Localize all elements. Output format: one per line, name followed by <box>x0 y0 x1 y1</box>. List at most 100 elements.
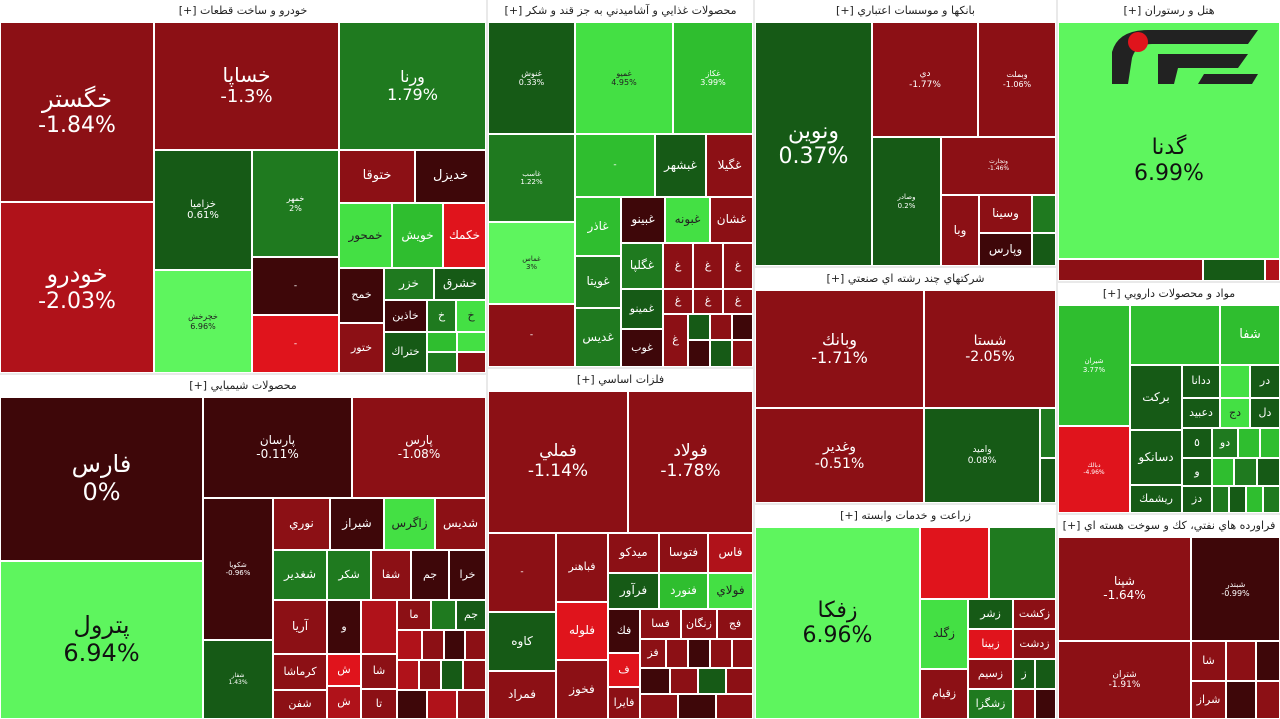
tile-ghoosh[interactable]: غنوش 0.33% <box>488 22 575 134</box>
tile-m3[interactable] <box>688 639 710 668</box>
tile-zz[interactable]: ز <box>1013 659 1035 689</box>
tile-m1[interactable]: - <box>488 533 556 612</box>
tile-c12[interactable] <box>463 660 486 690</box>
tile-ghshan[interactable]: غشان <box>710 197 753 243</box>
tile-faf[interactable]: ف <box>608 653 640 687</box>
tile-fars[interactable]: فارس 0% <box>0 397 203 561</box>
tile-gh8[interactable]: - <box>488 304 575 367</box>
tile-gh10[interactable] <box>688 314 710 340</box>
tile-gh9[interactable]: غ <box>663 314 688 367</box>
sector-title[interactable]: محصولات شيميايي [+] <box>0 375 486 398</box>
tile-kh5[interactable] <box>427 332 457 352</box>
tile-kh7[interactable] <box>427 352 457 373</box>
tile-c8[interactable] <box>465 630 486 660</box>
tile-p11[interactable] <box>1263 486 1280 513</box>
tile-zqiam[interactable]: زقيام <box>920 669 968 719</box>
tile-dj[interactable]: دج <box>1220 398 1250 428</box>
tile-khazar[interactable]: خزر <box>384 268 434 300</box>
tile-zagld[interactable]: زگلد <box>920 599 968 669</box>
sector-title[interactable]: فراورده هاي نفتي، كك و سوخت هسته اي [+] <box>1058 515 1280 538</box>
tile-p5[interactable] <box>1212 458 1234 486</box>
tile-ghabouneh[interactable]: غبونه <box>665 197 710 243</box>
tile-vamid[interactable]: واميد 0.08% <box>924 408 1040 503</box>
tile-c15[interactable] <box>457 690 486 719</box>
tile-a3[interactable] <box>1035 659 1056 689</box>
tile-do[interactable]: دو <box>1212 428 1238 458</box>
tile-fsa[interactable]: فسا <box>640 609 681 639</box>
tile-zsh[interactable]: زشگزا <box>968 689 1013 719</box>
tile-a5[interactable] <box>1035 689 1056 719</box>
tile-gh11[interactable] <box>710 314 732 340</box>
tile-mu1[interactable] <box>1040 408 1056 458</box>
tile-zkasht[interactable]: زكشت <box>1013 599 1056 629</box>
tile-varna[interactable]: ورنا 1.79% <box>339 22 486 150</box>
tile-khdizel[interactable]: خديزل <box>415 150 486 203</box>
sector-title[interactable]: محصولات غذايي و آشاميدني به جز قند و شكر… <box>488 0 753 23</box>
tile-dabid[interactable]: دعبيد <box>1182 398 1220 428</box>
tile-c6[interactable] <box>422 630 444 660</box>
tile-vou[interactable]: و <box>327 600 361 654</box>
tile-khadain[interactable]: خاذين <box>384 300 427 332</box>
tile-gh15[interactable] <box>732 340 753 367</box>
tile-shl[interactable]: ش <box>327 654 361 686</box>
tile-o1[interactable] <box>1226 641 1256 681</box>
tile-vpars[interactable]: وپارس <box>979 233 1032 266</box>
tile-shkor[interactable]: شكر <box>327 550 371 600</box>
tile-shafa[interactable]: شفا <box>1220 305 1280 365</box>
tile-h3[interactable] <box>1265 259 1280 281</box>
tile-vanovin[interactable]: ونوين 0.37% <box>755 22 872 266</box>
tile-m6[interactable] <box>640 668 670 694</box>
tile-p7[interactable] <box>1257 458 1280 486</box>
tile-c11[interactable] <box>441 660 463 690</box>
tile-ta[interactable]: تا <box>361 689 397 719</box>
tile-gh7[interactable]: غ <box>723 289 753 314</box>
tile-gh5[interactable]: غ <box>663 289 693 314</box>
tile-vsakhr[interactable]: وصادر 0.2% <box>872 137 941 266</box>
tile-jam[interactable]: جم <box>411 550 449 600</box>
tile-zangan[interactable]: زنگان <box>681 609 717 639</box>
tile-vtejarat[interactable]: وتجارت -1.46% <box>941 137 1056 195</box>
tile-dbar[interactable]: دبالك -4.96% <box>1058 426 1130 513</box>
tile-a4[interactable] <box>1013 689 1035 719</box>
tile-khtoga[interactable]: ختوقا <box>339 150 415 203</box>
tile-ghamas[interactable]: غماس 3% <box>488 222 575 304</box>
tile-fas[interactable]: فاس <box>708 533 753 573</box>
tile-shghadir[interactable]: شغدير <box>273 550 327 600</box>
tile-zdasht[interactable]: زدشت <box>1013 629 1056 659</box>
tile-khsapa[interactable]: خساپا -1.3% <box>154 22 339 150</box>
sector-title[interactable]: بانكها و موسسات اعتباري [+] <box>755 0 1056 23</box>
tile-gh14[interactable] <box>710 340 732 367</box>
tile-zagros[interactable]: زاگرس <box>384 498 435 550</box>
tile-ghaseb[interactable]: غاسب 1.22% <box>488 134 575 222</box>
sector-title[interactable]: مواد و محصولات دارويي [+] <box>1058 283 1280 306</box>
sector-title[interactable]: شركتهاي چند رشته اي صنعتي [+] <box>755 268 1056 291</box>
tile-faj[interactable]: فج <box>717 609 753 639</box>
tile-khamhor[interactable]: خمحور <box>339 203 392 268</box>
tile-a1[interactable] <box>920 527 989 599</box>
tile-khamah[interactable]: خمح <box>339 268 384 323</box>
tile-ghgila[interactable]: غگيلا <box>706 134 753 197</box>
tile-ghonita[interactable]: غويتا <box>575 256 621 308</box>
tile-v1[interactable] <box>1032 195 1056 233</box>
tile-ghmino[interactable]: غمينو <box>621 289 663 329</box>
tile-khegostar[interactable]: خگستر -1.84% <box>0 22 154 202</box>
tile-kh3[interactable]: خ <box>427 300 456 332</box>
tile-p1[interactable] <box>1130 305 1220 365</box>
tile-vday[interactable]: دي -1.77% <box>872 22 978 137</box>
tile-p3[interactable] <box>1238 428 1260 458</box>
tile-c13[interactable] <box>397 690 427 719</box>
tile-khakmak[interactable]: خكمك <box>443 203 486 268</box>
tile-m2[interactable] <box>666 639 688 668</box>
tile-ghgolpa[interactable]: غگلپا <box>621 243 663 289</box>
tile-h2[interactable] <box>1203 259 1265 281</box>
tile-shadis[interactable]: شديس <box>435 498 486 550</box>
tile-shafar[interactable]: شفار 1.43% <box>203 640 273 719</box>
tile-khavish[interactable]: خويش <box>392 203 443 268</box>
tile-gh13[interactable] <box>688 340 710 367</box>
tile-barkat[interactable]: بركت <box>1130 365 1182 430</box>
tile-shsha[interactable]: شا <box>1191 641 1226 681</box>
tile-c14[interactable] <box>427 690 457 719</box>
tile-gh1[interactable]: - <box>575 134 655 197</box>
tile-gh12[interactable] <box>732 314 753 340</box>
tile-m5[interactable] <box>732 639 753 668</box>
